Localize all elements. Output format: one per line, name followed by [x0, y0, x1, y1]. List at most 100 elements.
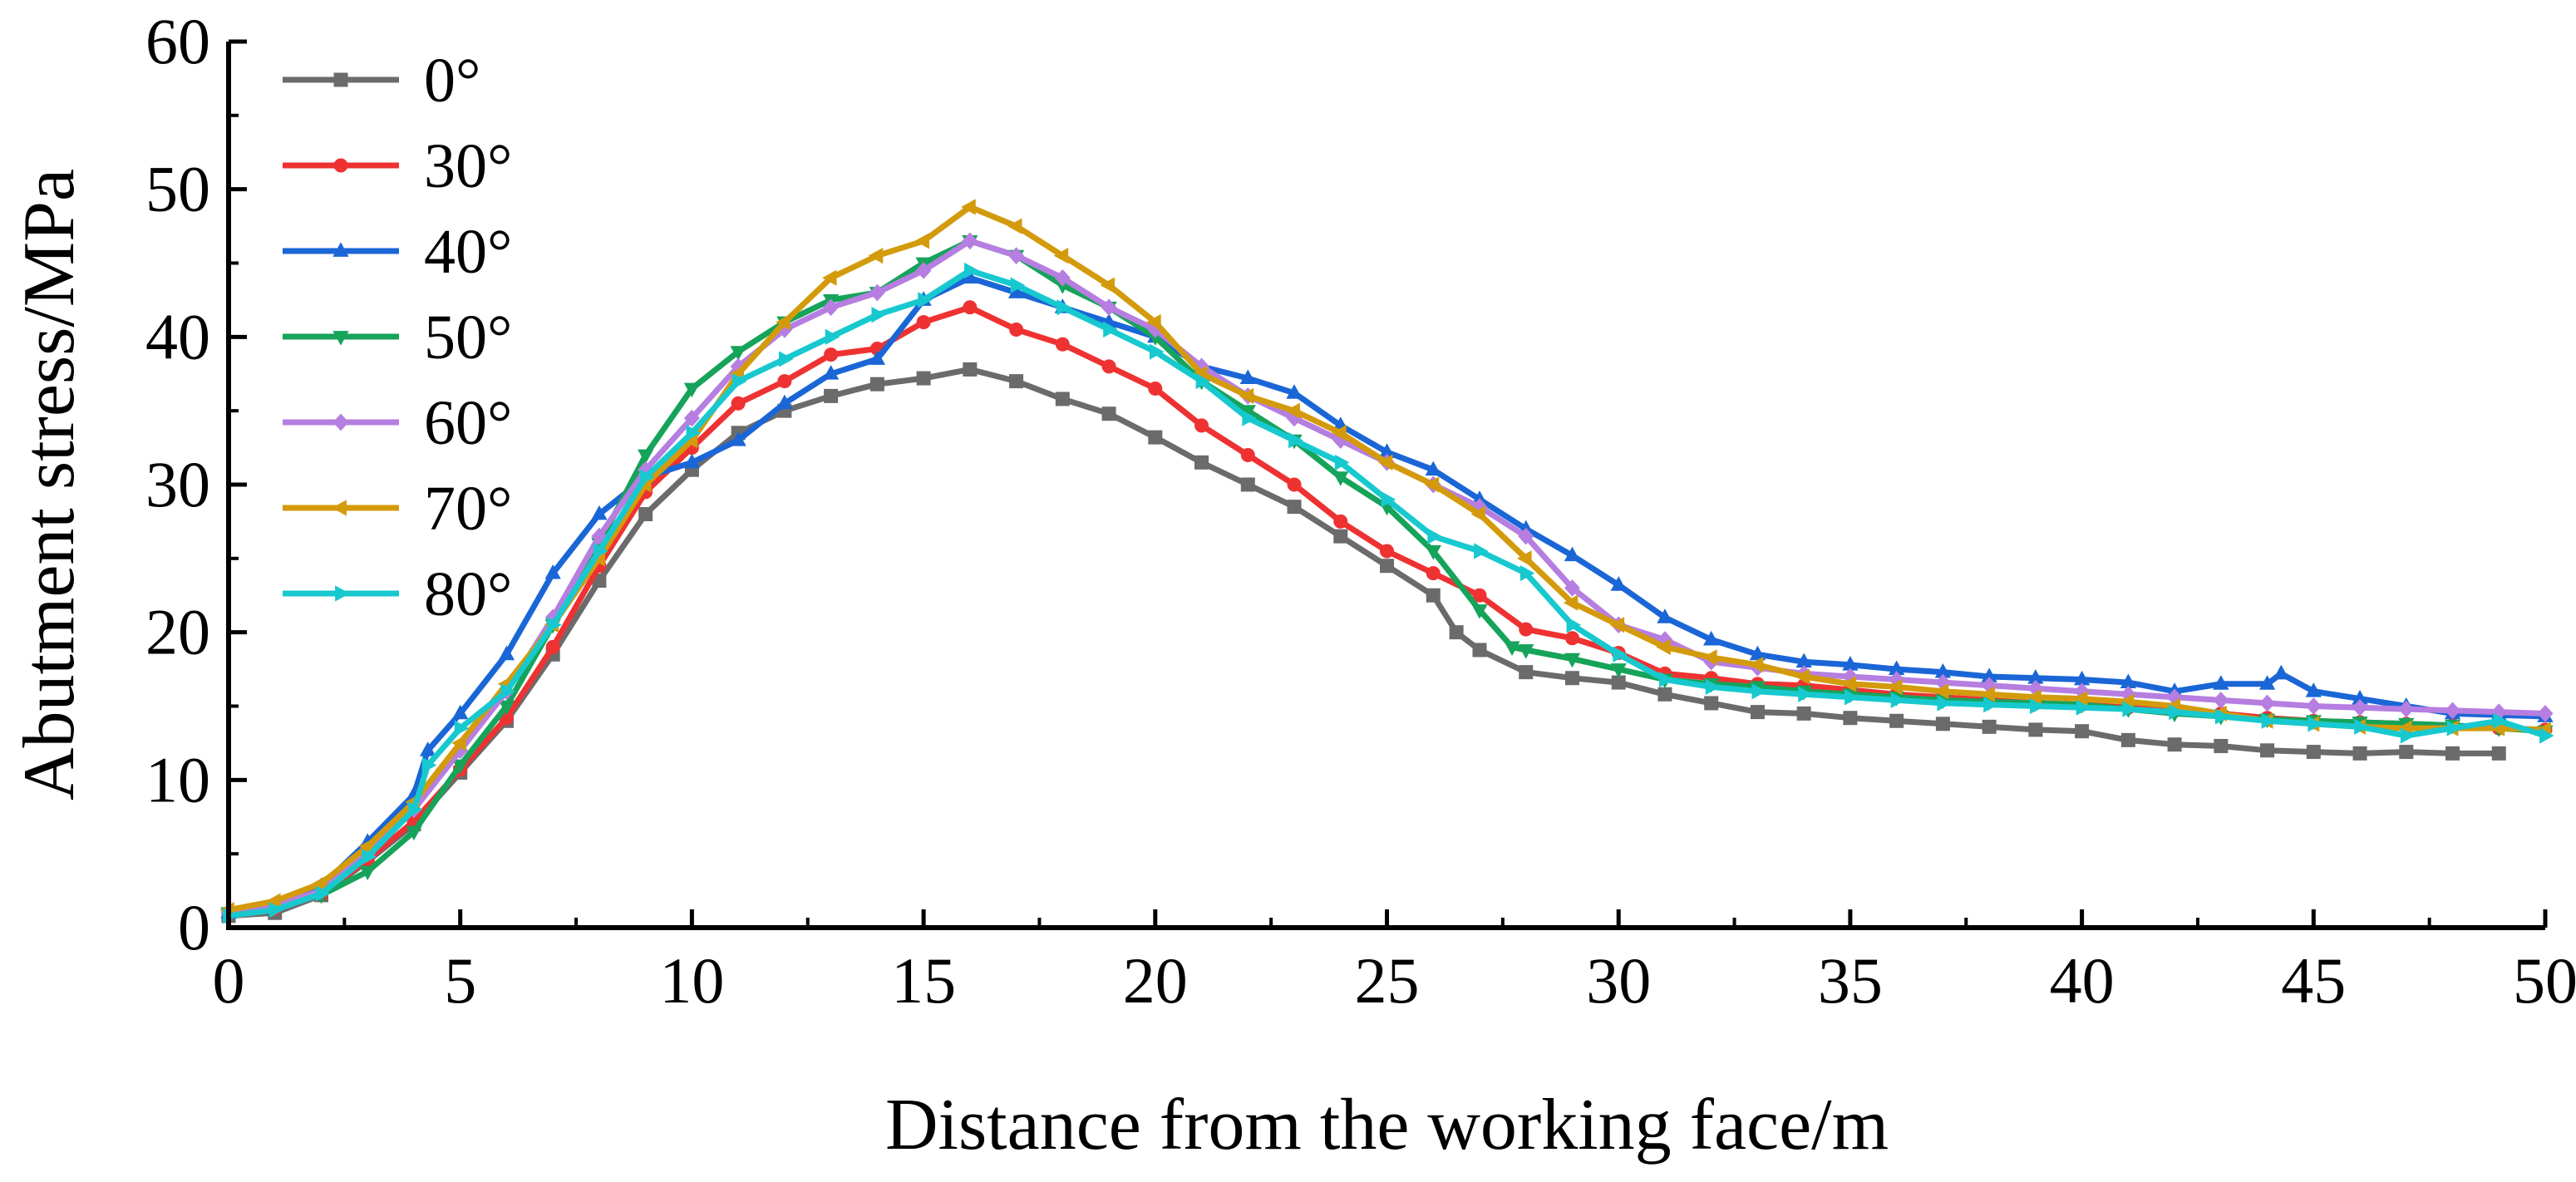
data-point — [1332, 425, 1347, 441]
data-point — [594, 543, 608, 559]
x-tick-label: 10 — [659, 944, 724, 1017]
legend-label: 40° — [424, 217, 512, 287]
data-point — [2539, 727, 2554, 744]
data-point — [1242, 410, 1257, 426]
data-point — [1659, 671, 1674, 688]
data-point — [1704, 696, 1719, 711]
data-point — [1148, 430, 1163, 445]
data-point — [2214, 708, 2230, 725]
data-point — [1287, 500, 1302, 515]
data-point — [963, 300, 978, 315]
data-point — [776, 394, 793, 410]
data-point — [778, 351, 794, 367]
data-point — [823, 298, 840, 317]
data-point — [1009, 374, 1024, 389]
data-point — [638, 449, 654, 465]
series-1 — [221, 300, 2553, 920]
data-point — [962, 232, 978, 250]
data-point — [500, 683, 516, 700]
x-tick-label: 30 — [1586, 944, 1651, 1017]
legend-entry: 0° — [283, 46, 480, 116]
data-point — [1519, 622, 1534, 637]
data-point — [451, 735, 466, 751]
data-point — [1010, 277, 1026, 293]
data-point — [1055, 337, 1070, 352]
data-point — [1103, 321, 1118, 338]
data-point — [1705, 678, 1721, 696]
legend-entry: 30° — [283, 131, 512, 201]
data-point — [1795, 668, 1810, 685]
x-tick-label: 40 — [2050, 944, 2115, 1017]
x-tick-label: 45 — [2281, 944, 2346, 1017]
data-point — [2400, 727, 2416, 744]
data-point — [1381, 491, 1396, 508]
data-point — [686, 425, 702, 441]
data-point — [2213, 692, 2229, 709]
data-point — [1101, 406, 1116, 421]
x-tick-label: 50 — [2513, 944, 2576, 1017]
data-point — [824, 388, 839, 403]
data-point — [2445, 702, 2460, 720]
data-point — [732, 372, 747, 390]
data-point — [1009, 322, 1024, 337]
data-point — [1564, 653, 1581, 668]
series-6 — [223, 262, 2554, 924]
data-point — [1240, 477, 1255, 492]
data-point — [2029, 697, 2045, 715]
data-point — [1194, 455, 1209, 470]
data-point — [2260, 743, 2275, 758]
data-point — [1380, 544, 1394, 559]
data-point — [1798, 686, 1813, 702]
data-point — [2305, 697, 2322, 715]
data-point — [1287, 477, 1302, 492]
data-point — [1937, 695, 1953, 712]
data-point — [2446, 720, 2462, 736]
data-point — [777, 374, 792, 389]
data-point — [1518, 527, 1534, 545]
data-point — [868, 247, 884, 264]
data-point — [963, 362, 978, 377]
data-point — [2398, 700, 2415, 718]
data-point — [825, 328, 840, 345]
data-point — [1146, 313, 1161, 331]
data-point — [362, 849, 377, 865]
data-point — [333, 72, 348, 87]
data-point — [1286, 384, 1303, 399]
x-axis-title: Distance from the working face/m — [885, 1085, 1889, 1165]
data-point — [547, 617, 562, 633]
legend-entry: 80° — [283, 559, 512, 629]
data-point — [2213, 675, 2229, 690]
data-point — [1055, 392, 1070, 406]
data-point — [683, 382, 701, 398]
data-point — [1889, 713, 1904, 728]
data-point — [2258, 675, 2276, 690]
data-point — [408, 801, 423, 818]
y-tick-label: 10 — [145, 743, 210, 815]
data-point — [915, 262, 932, 279]
data-point — [1101, 359, 1116, 374]
data-point — [1333, 514, 1348, 529]
series-line — [228, 267, 2547, 919]
data-point — [454, 720, 470, 736]
data-point — [420, 741, 436, 756]
data-point — [2493, 712, 2508, 729]
data-point — [2169, 703, 2184, 721]
data-point — [1474, 543, 1489, 559]
data-point — [1518, 644, 1534, 659]
data-point — [1748, 657, 1764, 673]
data-point — [1613, 646, 1628, 662]
data-point — [452, 759, 469, 775]
data-point — [2445, 746, 2460, 761]
data-point — [333, 158, 348, 173]
data-point — [914, 233, 929, 249]
data-point — [2075, 724, 2090, 739]
y-tick-label: 30 — [145, 448, 210, 520]
series-4 — [220, 232, 2554, 922]
data-point — [1564, 671, 1579, 686]
x-tick-label: 25 — [1355, 944, 1420, 1017]
data-point — [1980, 686, 1996, 702]
data-point — [1610, 576, 1627, 591]
legend-label: 50° — [424, 303, 512, 372]
y-tick-label: 20 — [145, 596, 210, 668]
data-point — [822, 365, 840, 380]
